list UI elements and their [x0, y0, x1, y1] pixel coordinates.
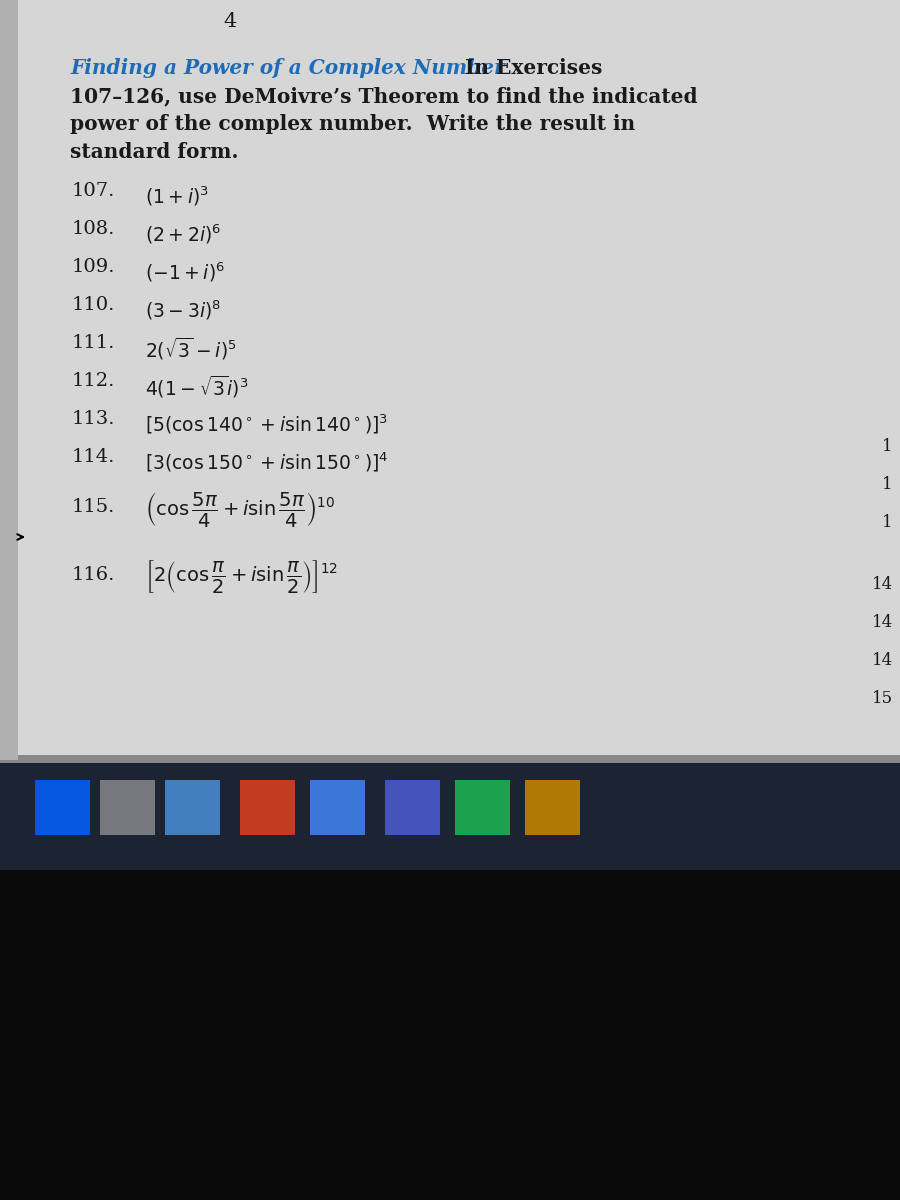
Text: $\left(\cos\dfrac{5\pi}{4} + i\sin\dfrac{5\pi}{4}\right)^{10}$: $\left(\cos\dfrac{5\pi}{4} + i\sin\dfrac… [145, 490, 335, 529]
Text: 109.: 109. [72, 258, 115, 276]
Bar [385, 780, 440, 835]
Text: $(-1 + i)^6$: $(-1 + i)^6$ [145, 260, 225, 283]
Text: 1: 1 [882, 514, 893, 530]
Text: 1: 1 [882, 438, 893, 455]
Bar [35, 780, 90, 835]
Bar [455, 780, 510, 835]
Text: $(3 - 3i)^8$: $(3 - 3i)^8$ [145, 298, 221, 322]
Text: 107.: 107. [72, 182, 115, 200]
Text: 14: 14 [872, 576, 893, 593]
Text: 107–126, use DeMoivre’s Theorem to find the indicated: 107–126, use DeMoivre’s Theorem to find … [70, 86, 698, 106]
Text: power of the complex number.  Write the result in: power of the complex number. Write the r… [70, 114, 635, 134]
Bar [310, 780, 365, 835]
Text: $(2 + 2i)^6$: $(2 + 2i)^6$ [145, 222, 221, 246]
Text: 116.: 116. [72, 566, 115, 584]
Bar [0, 0, 900, 760]
Bar [0, 755, 900, 763]
Text: $[3(\cos 150^\circ + i\sin 150^\circ)]^4$: $[3(\cos 150^\circ + i\sin 150^\circ)]^4… [145, 450, 389, 474]
Text: $4(1 - \sqrt{3}i)^3$: $4(1 - \sqrt{3}i)^3$ [145, 374, 248, 400]
Bar [100, 780, 155, 835]
Text: 115.: 115. [72, 498, 115, 516]
Text: 111.: 111. [72, 334, 115, 352]
Text: $(1 + i)^3$: $(1 + i)^3$ [145, 184, 209, 208]
Text: 113.: 113. [72, 410, 115, 428]
Bar [240, 780, 295, 835]
Bar [165, 780, 220, 835]
Text: 14: 14 [872, 652, 893, 670]
Text: 15: 15 [872, 690, 893, 707]
Text: 112.: 112. [72, 372, 115, 390]
Text: 1: 1 [882, 476, 893, 493]
Text: 110.: 110. [72, 296, 115, 314]
Text: 114.: 114. [72, 448, 115, 466]
Text: In Exercises: In Exercises [458, 58, 602, 78]
Text: 14: 14 [872, 614, 893, 631]
Text: $[5(\cos 140^\circ + i\sin 140^\circ)]^3$: $[5(\cos 140^\circ + i\sin 140^\circ)]^3… [145, 412, 388, 436]
Text: 4: 4 [223, 12, 237, 31]
Bar [525, 780, 580, 835]
Text: $2(\sqrt{3} - i)^5$: $2(\sqrt{3} - i)^5$ [145, 336, 237, 362]
Text: standard form.: standard form. [70, 142, 238, 162]
Bar [0, 0, 18, 760]
Bar [0, 760, 900, 870]
Text: $\left[2\left(\cos\dfrac{\pi}{2} + i\sin\dfrac{\pi}{2}\right)\right]^{12}$: $\left[2\left(\cos\dfrac{\pi}{2} + i\sin… [145, 558, 338, 595]
Text: Finding a Power of a Complex Number: Finding a Power of a Complex Number [70, 58, 505, 78]
Text: 108.: 108. [72, 220, 115, 238]
Bar [0, 870, 900, 1200]
